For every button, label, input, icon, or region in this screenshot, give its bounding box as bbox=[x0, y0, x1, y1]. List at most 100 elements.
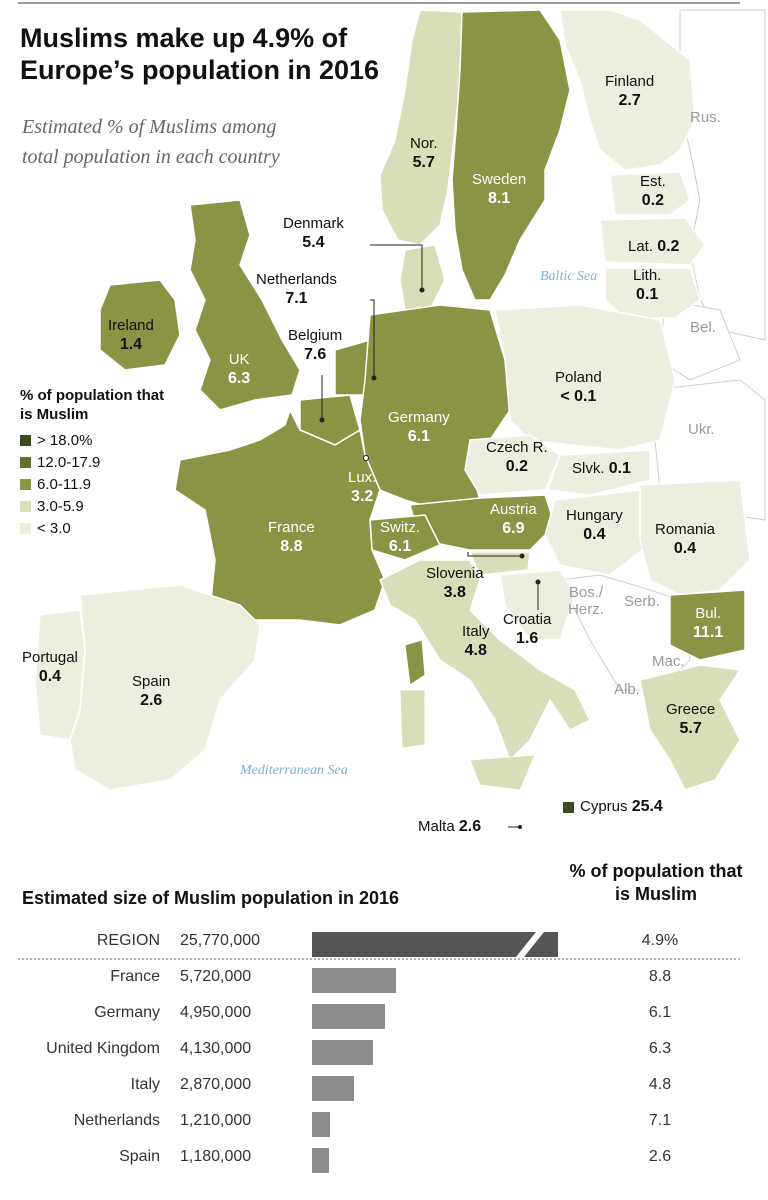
map-shapes bbox=[34, 9, 766, 829]
slovakia-shape bbox=[546, 449, 651, 496]
label-malta: Malta 2.6 bbox=[418, 818, 481, 836]
country-name: Est. bbox=[640, 173, 666, 190]
poland-shape bbox=[494, 304, 676, 451]
lithuania-shape bbox=[604, 267, 701, 319]
row-percent: 6.1 bbox=[648, 1004, 672, 1021]
legend-label: 3.0-5.9 bbox=[37, 497, 84, 515]
malta-dot bbox=[518, 825, 522, 829]
country-value: 25.4 bbox=[631, 798, 663, 815]
france-shape bbox=[174, 408, 386, 626]
country-value: 4.8 bbox=[464, 642, 487, 659]
latvia-shape bbox=[599, 217, 706, 266]
ireland-shape bbox=[99, 279, 181, 371]
label-norway: Nor. 5.7 bbox=[410, 134, 438, 172]
row-label: Germany bbox=[94, 1004, 160, 1021]
country-name: Ireland bbox=[108, 317, 154, 334]
legend-swatch bbox=[20, 434, 31, 446]
slovenia-shape bbox=[468, 551, 531, 576]
percent-column-title: % of population that is Muslim bbox=[569, 861, 743, 904]
row-population: 1,210,000 bbox=[180, 1112, 252, 1129]
country-value: 8.1 bbox=[487, 190, 511, 207]
label-cyprus: Cyprus 25.4 bbox=[580, 798, 663, 816]
balkans-shape bbox=[559, 574, 691, 691]
label-belarus: Bel. bbox=[690, 319, 716, 336]
legend-swatch bbox=[20, 500, 31, 512]
label-czech: Czech R. 0.2 bbox=[486, 438, 548, 476]
country-name: Netherlands bbox=[256, 271, 337, 288]
row-population: 2,870,000 bbox=[180, 1076, 252, 1093]
row-label: Italy bbox=[130, 1076, 160, 1093]
country-name: Lith. bbox=[633, 267, 662, 284]
spain-shape bbox=[69, 584, 261, 791]
label-hungary: Hungary 0.4 bbox=[566, 506, 623, 544]
legend-label: 12.0-17.9 bbox=[37, 453, 101, 471]
country-value: 3.8 bbox=[443, 584, 466, 601]
country-name: Portugal bbox=[22, 649, 78, 666]
country-name: Nor. bbox=[410, 135, 438, 152]
label-portugal: Portugal 0.4 bbox=[22, 648, 78, 686]
country-name: Bul. bbox=[695, 605, 722, 622]
country-value: 0.4 bbox=[583, 526, 606, 543]
country-name: Spain bbox=[132, 673, 171, 690]
country-name: Romania bbox=[655, 521, 716, 538]
label-switzerland: Switz. 6.1 bbox=[380, 518, 420, 556]
legend-item: 6.0-11.9 bbox=[20, 473, 170, 495]
row-percent: 8.8 bbox=[648, 968, 672, 985]
country-value: 1.4 bbox=[119, 336, 143, 353]
sweden-shape bbox=[451, 9, 571, 301]
map-legend: % of population that is Muslim > 18.0% 1… bbox=[20, 386, 170, 539]
country-value: 6.1 bbox=[407, 428, 430, 445]
page-title: Muslims make up 4.9% of Europe’s populat… bbox=[20, 23, 380, 85]
uk-shape bbox=[189, 199, 301, 411]
country-value: 2.6 bbox=[140, 692, 163, 709]
row-percent: 6.3 bbox=[648, 1040, 672, 1057]
croatia-dot bbox=[535, 579, 541, 585]
legend-title: % of population that is Muslim bbox=[20, 387, 165, 423]
legend-label: < 3.0 bbox=[37, 519, 71, 537]
label-austria: Austria 6.9 bbox=[490, 500, 537, 538]
label-ukraine: Ukr. bbox=[688, 421, 715, 438]
label-france: France 8.8 bbox=[268, 518, 315, 556]
country-value: 7.6 bbox=[303, 346, 327, 363]
country-value: 5.7 bbox=[412, 154, 435, 171]
country-value: 3.2 bbox=[351, 488, 374, 505]
country-name: Greece bbox=[666, 701, 716, 718]
country-name: Slovenia bbox=[426, 565, 484, 582]
legend-item: < 3.0 bbox=[20, 517, 170, 539]
label-lithuania: Lith. 0.1 bbox=[633, 266, 661, 304]
country-row: United Kingdom 4,130,000 6.3 bbox=[0, 1032, 768, 1068]
country-name: Belgium bbox=[288, 327, 343, 344]
row-population: 1,180,000 bbox=[180, 1148, 252, 1165]
region-bar bbox=[312, 932, 558, 957]
corsica-shape bbox=[404, 639, 426, 686]
label-denmark: Denmark 5.4 bbox=[283, 214, 344, 252]
country-value: < 0.1 bbox=[560, 388, 597, 405]
label-germany: Germany 6.1 bbox=[388, 408, 450, 446]
slovenia-dot bbox=[519, 553, 525, 559]
slovenia-leader bbox=[467, 552, 522, 557]
label-slovenia: Slovenia 3.8 bbox=[426, 564, 484, 602]
label-luxembourg: Lux. 3.2 bbox=[348, 468, 376, 506]
region-bar-segment bbox=[312, 932, 536, 957]
country-name: Croatia bbox=[503, 611, 552, 628]
country-value: 8.8 bbox=[280, 538, 303, 555]
czech-shape bbox=[464, 434, 561, 496]
estonia-shape bbox=[609, 171, 691, 216]
row-label: United Kingdom bbox=[46, 1040, 160, 1057]
label-greece: Greece 5.7 bbox=[666, 700, 715, 738]
row-percent: 2.6 bbox=[648, 1148, 672, 1165]
row-percent: 7.1 bbox=[648, 1112, 672, 1129]
row-label: France bbox=[110, 968, 160, 985]
label-ireland: Ireland 1.4 bbox=[108, 316, 154, 354]
label-bosnia: Bos./ Herz. bbox=[568, 584, 604, 618]
country-value: 0.2 bbox=[505, 458, 528, 475]
country-value: 0.1 bbox=[636, 286, 659, 303]
population-bar bbox=[312, 968, 396, 993]
population-bar bbox=[312, 1148, 330, 1173]
country-value: 6.1 bbox=[388, 538, 412, 555]
country-value: 7.1 bbox=[285, 290, 308, 307]
label-uk: UK 6.3 bbox=[228, 350, 250, 388]
country-row: Netherlands 1,210,000 7.1 bbox=[0, 1104, 768, 1140]
region-divider bbox=[18, 958, 740, 960]
country-value: 2.6 bbox=[458, 818, 482, 835]
